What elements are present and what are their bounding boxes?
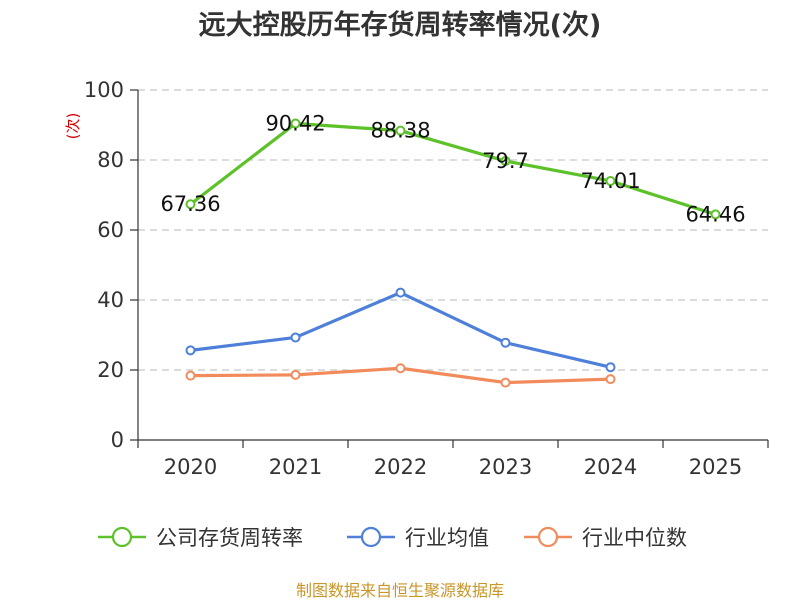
- data-point: [605, 175, 616, 186]
- data-label: 64.46: [685, 202, 745, 226]
- data-point: [605, 362, 616, 373]
- y-tick-label: 60: [97, 218, 124, 242]
- data-point: [395, 287, 406, 298]
- data-label: 90.42: [265, 112, 325, 136]
- y-tick-label: 100: [84, 78, 124, 102]
- x-tick-label: 2020: [164, 455, 217, 479]
- data-point: [710, 209, 721, 220]
- legend-swatch-marker: [111, 526, 133, 548]
- data-point: [500, 156, 511, 167]
- y-tick-label: 20: [97, 358, 124, 382]
- series: [185, 118, 721, 388]
- x-tick-label: 2024: [584, 455, 637, 479]
- data-point: [290, 118, 301, 129]
- source-note: 制图数据来自恒生聚源数据库: [296, 581, 504, 600]
- data-point: [290, 369, 301, 380]
- legend-swatch-marker: [537, 526, 559, 548]
- data-label: 74.01: [580, 169, 640, 193]
- data-point: [395, 125, 406, 136]
- y-tick-label: 80: [97, 148, 124, 172]
- data-label: 79.7: [482, 149, 529, 173]
- data-point: [605, 374, 616, 385]
- legend-label: 行业中位数: [582, 526, 687, 550]
- series-line-1: [190, 291, 611, 369]
- legend-label: 行业均值: [405, 526, 489, 550]
- legend-label: 公司存货周转率: [156, 526, 303, 550]
- data-point: [500, 337, 511, 348]
- data-point: [185, 345, 196, 356]
- x-tick-label: 2025: [689, 455, 742, 479]
- data-label: 67.36: [160, 192, 220, 216]
- series-line-0: [189, 121, 716, 216]
- y-tick-label: 40: [97, 288, 124, 312]
- x-tick-label: 2022: [374, 455, 427, 479]
- data-label: 88.38: [370, 119, 430, 143]
- chart-title: 远大控股历年存货周转率情况(次): [199, 9, 602, 41]
- legend: 公司存货周转率 行业均值 行业中位数: [98, 526, 687, 550]
- data-labels: 67.36 90.42 88.38 79.7 74.01 64.46: [160, 112, 745, 227]
- data-point: [395, 363, 406, 374]
- data-point: [290, 332, 301, 343]
- y-axis-label: (次): [64, 113, 82, 140]
- data-point: [185, 370, 196, 381]
- x-tick-label: 2021: [269, 455, 322, 479]
- legend-swatch-marker: [360, 526, 382, 548]
- axes: 0 20 40 60 80 100 2020 2021 2022 2023 2024 2025: [84, 78, 769, 479]
- data-point: [500, 377, 511, 388]
- x-tick-label: 2023: [479, 455, 532, 479]
- data-point: [185, 199, 196, 210]
- grid: [138, 89, 768, 371]
- y-tick-label: 0: [111, 428, 124, 452]
